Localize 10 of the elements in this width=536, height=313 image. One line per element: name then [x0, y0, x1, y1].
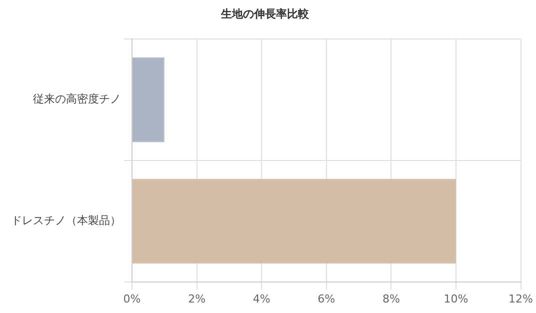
x-tick-label: 12%: [508, 292, 533, 306]
x-tick-label: 4%: [252, 292, 270, 306]
y-tick-label: 従来の高密度チノ: [33, 92, 121, 106]
x-tick-label: 0%: [123, 292, 141, 306]
x-tick-label: 6%: [318, 292, 336, 306]
y-tick-label: ドレスチノ（本製品）: [11, 214, 121, 228]
chart-title: 生地の伸長率比較: [220, 7, 310, 20]
x-tick-label: 10%: [444, 292, 468, 306]
x-tick-label: 2%: [188, 292, 206, 306]
x-tick-label: 8%: [382, 292, 400, 306]
